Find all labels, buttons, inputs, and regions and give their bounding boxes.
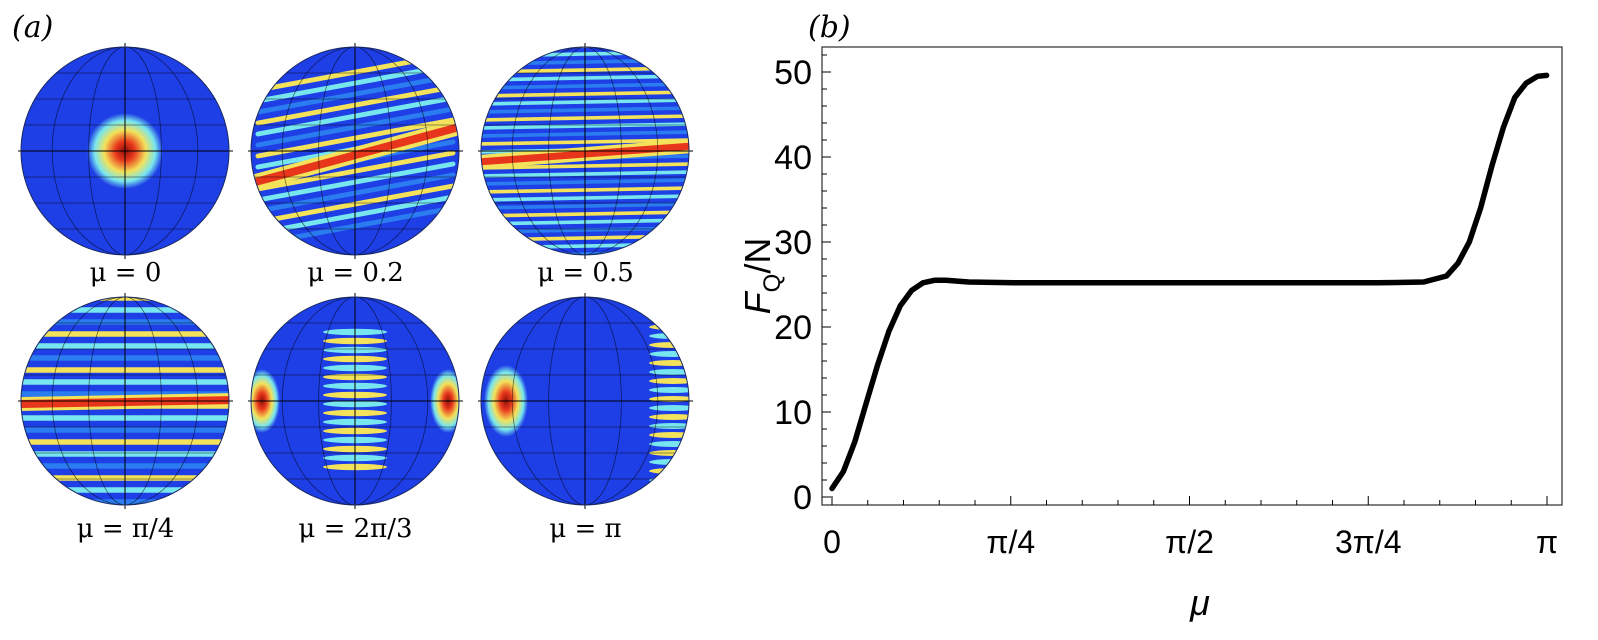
x-tick-label: 0	[823, 524, 841, 560]
sphere-cell-3: μ = π/4	[18, 292, 233, 552]
sphere-5	[478, 293, 693, 509]
sphere-3	[18, 293, 233, 509]
sphere-caption: μ = 2π/3	[298, 514, 413, 544]
sphere-cell-0: μ = 0	[18, 42, 233, 302]
series-line-0	[829, 72, 1550, 492]
panel-a-label: (a)	[12, 10, 54, 45]
sphere-caption: μ = π	[549, 514, 622, 544]
x-tick-label: 3π/4	[1335, 524, 1402, 560]
x-tick-label: π/2	[1165, 524, 1214, 560]
x-tick-label: π	[1536, 524, 1558, 560]
sphere-caption: μ = 0.2	[307, 258, 404, 288]
sphere-cell-2: μ = 0.5	[478, 42, 693, 302]
x-axis-label: μ	[1189, 582, 1210, 623]
sphere-2	[478, 43, 693, 259]
sphere-1	[248, 43, 463, 259]
sphere-caption: μ = 0	[89, 258, 162, 288]
y-tick-label: 10	[774, 394, 812, 432]
sphere-4	[248, 293, 463, 509]
sphere-cell-5: μ = π	[478, 292, 693, 552]
sphere-0	[18, 43, 233, 259]
y-tick-label: 50	[774, 54, 812, 92]
y-tick-label: 20	[774, 309, 812, 347]
y-tick-label: 30	[774, 224, 812, 262]
fisher-information-chart: 0 10 20 30 40 50 0 π/4 π/2 3π/4 π μ FQ/N	[737, 46, 1563, 623]
sphere-cell-1: μ = 0.2	[248, 42, 463, 302]
y-tick-label: 40	[774, 139, 812, 177]
sphere-cell-4: μ = 2π/3	[248, 292, 463, 552]
sphere-caption: μ = 0.5	[537, 258, 634, 288]
sphere-caption: μ = π/4	[76, 514, 175, 544]
panel-b-label: (b)	[808, 10, 851, 45]
y-tick-label: 0	[793, 479, 812, 517]
y-axis-label: FQ/N	[740, 238, 786, 315]
x-tick-label: π/4	[986, 524, 1035, 560]
plot-frame	[821, 46, 1563, 506]
panel-b: (b) 0 10 20 30 40 50 0 π/4 π/2 3π/4 π μ FQ/N	[737, 0, 1598, 636]
panel-a: (a) μ = 0 μ = 0.2 μ = 0.5 μ = π/4 μ = 2π…	[0, 0, 720, 636]
